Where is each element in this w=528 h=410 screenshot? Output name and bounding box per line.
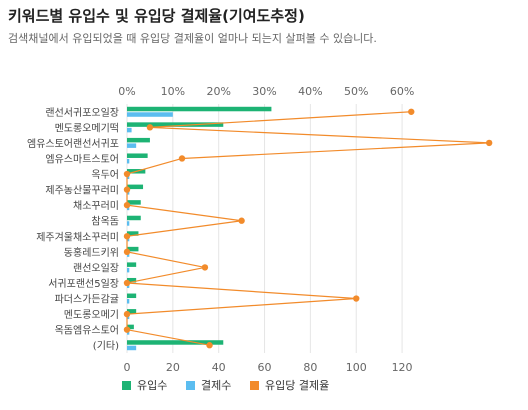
page-title: 키워드별 유입수 및 유입당 결제율(기여도추정) — [8, 7, 305, 25]
rate-point — [178, 155, 186, 162]
category-label: 참옥돔 — [91, 216, 119, 228]
bar-inflow — [127, 277, 137, 283]
x-tick-label-bottom: 120 — [392, 361, 413, 374]
category-label: (기타) — [93, 340, 119, 352]
bar-payment — [127, 143, 137, 148]
category-label: 랜선오일장 — [73, 262, 119, 274]
bar-inflow — [127, 340, 224, 345]
x-tick-label-top: 20% — [206, 85, 230, 98]
category-label: 제주겨울채소꾸러미 — [36, 231, 119, 243]
bar-inflow — [127, 122, 224, 127]
bar-inflow — [127, 106, 272, 112]
bar-payment — [127, 221, 130, 226]
legend-label[interactable]: 유입당 결제율 — [265, 379, 329, 392]
rate-point — [123, 279, 131, 287]
category-label: 랜선서귀포오일장 — [45, 107, 119, 119]
bar-inflow — [127, 137, 150, 143]
bar-payment — [127, 299, 130, 304]
x-tick-label-bottom: 100 — [346, 361, 367, 374]
bar-inflow — [127, 309, 137, 314]
category-label: 엠유스토어랜선서귀포 — [27, 138, 119, 150]
x-tick-label-top: 40% — [298, 85, 322, 98]
rate-point — [123, 248, 131, 256]
legend-label[interactable]: 결제수 — [201, 379, 231, 392]
rate-point — [123, 233, 131, 240]
rate-point — [123, 310, 131, 318]
category-label: 엠유스마트스토어 — [45, 153, 119, 165]
rate-point — [206, 342, 213, 349]
category-label: 옥돔엠유스토어 — [55, 325, 119, 337]
bar-inflow — [127, 293, 137, 299]
x-tick-label-top: 50% — [344, 85, 368, 98]
x-tick-label-top: 60% — [390, 85, 414, 98]
x-tick-label-top: 10% — [161, 85, 185, 98]
legend-swatch[interactable] — [186, 381, 195, 390]
rate-point — [201, 264, 209, 271]
legend-swatch[interactable] — [122, 381, 131, 390]
category-label: 제주농산물꾸러미 — [45, 185, 119, 197]
page-subtitle: 검색채널에서 유입되었을 때 유입당 결제율이 얼마나 되는지 살펴볼 수 있습… — [8, 32, 377, 45]
rate-point — [408, 108, 415, 115]
legend-label[interactable]: 유입수 — [137, 379, 167, 392]
x-tick-label-bottom: 40 — [212, 361, 226, 374]
category-label: 파더스가든감귤 — [55, 294, 119, 306]
rate-point — [353, 295, 360, 302]
bar-payment — [127, 267, 130, 273]
bar-inflow — [127, 184, 144, 190]
legend-swatch[interactable] — [250, 381, 259, 390]
x-tick-label-bottom: 60 — [258, 361, 272, 374]
x-tick-label-bottom: 0 — [124, 361, 131, 374]
bar-inflow — [127, 200, 141, 205]
rate-point — [123, 201, 131, 209]
category-label: 채소꾸러미 — [73, 200, 119, 212]
x-tick-label-top: 30% — [252, 85, 276, 98]
bar-inflow — [127, 324, 134, 330]
x-tick-label-top: 0% — [118, 85, 135, 98]
x-tick-label-bottom: 20 — [166, 361, 180, 374]
rate-point — [123, 170, 131, 178]
rate-line — [126, 111, 490, 346]
category-label: 멘도롱오메기 — [64, 309, 119, 321]
rate-point — [485, 139, 493, 147]
x-tick-label-bottom: 80 — [303, 361, 317, 374]
category-label: 옥두어 — [91, 169, 119, 181]
rate-point — [146, 124, 154, 131]
rate-point — [123, 326, 131, 333]
rate-point — [123, 186, 131, 193]
bar-inflow — [127, 231, 139, 236]
bar-inflow — [127, 246, 139, 252]
bar-inflow — [127, 262, 137, 267]
bar-inflow — [127, 153, 148, 158]
category-label: 멘도롱오메기떡 — [55, 122, 119, 134]
bar-payment — [127, 112, 173, 117]
category-label: 서귀포랜선5일장 — [48, 278, 119, 290]
rate-point — [238, 217, 245, 224]
bar-payment — [127, 158, 130, 164]
bar-payment — [127, 345, 137, 351]
bar-inflow — [127, 215, 141, 221]
bar-payment — [127, 127, 132, 133]
category-label: 동홍레드키위 — [64, 246, 119, 259]
